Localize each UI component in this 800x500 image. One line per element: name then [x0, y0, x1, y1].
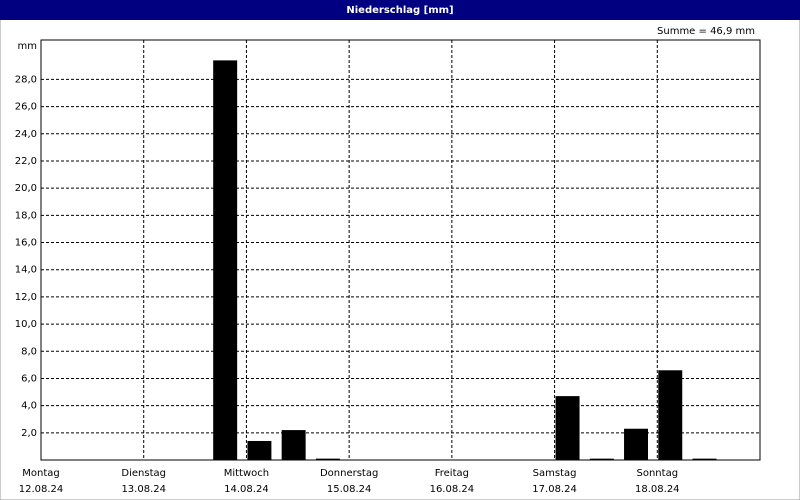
y-tick-label: 12,0	[15, 292, 37, 303]
plot-area	[40, 39, 761, 461]
summary: Summe = 46,9 mm	[657, 26, 755, 37]
y-tick-label: 6,0	[21, 373, 37, 384]
bar	[555, 396, 580, 460]
bar	[624, 428, 649, 460]
chart-title: Niederschlag [mm]	[346, 5, 453, 16]
y-tick-label: 14,0	[15, 265, 37, 276]
bar	[281, 430, 306, 460]
x-tick-label: Sonntag	[637, 468, 679, 479]
y-tick-label: 20,0	[15, 183, 37, 194]
x-tick-label: Donnerstag	[320, 468, 378, 479]
y-tick-label: 10,0	[15, 319, 37, 330]
x-tick-label: Freitag	[435, 468, 469, 479]
x-tick-label: Montag	[22, 468, 59, 479]
bar	[658, 370, 683, 460]
x-tick-date: 17.08.24	[532, 484, 577, 495]
bar	[247, 440, 272, 460]
y-tick-label: 24,0	[15, 129, 37, 140]
title-bar	[0, 0, 800, 20]
y-tick-label: 8,0	[21, 346, 37, 357]
x-tick-date: 14.08.24	[224, 484, 269, 495]
x-tick-date: 13.08.24	[121, 484, 166, 495]
y-tick-label: 18,0	[15, 210, 37, 221]
y-tick-label: 16,0	[15, 238, 37, 249]
y-tick-label: 2,0	[21, 428, 37, 439]
y-tick-label: 26,0	[15, 102, 37, 113]
x-tick-date: 15.08.24	[327, 484, 372, 495]
bar	[213, 60, 238, 461]
x-tick-date: 18.08.24	[635, 484, 680, 495]
x-tick-date: 12.08.24	[19, 484, 64, 495]
y-tick-label: 4,0	[21, 401, 37, 412]
y-tick-label: 22,0	[15, 156, 37, 167]
x-tick-label: Samstag	[533, 468, 577, 479]
bar	[589, 458, 614, 460]
y-unit: mm	[18, 41, 37, 52]
x-tick-label: Dienstag	[121, 468, 166, 479]
x-tick-date: 16.08.24	[430, 484, 475, 495]
y-tick-label: 28,0	[15, 74, 37, 85]
x-tick-label: Mittwoch	[224, 468, 269, 479]
bar	[315, 458, 340, 460]
bar	[692, 458, 717, 460]
